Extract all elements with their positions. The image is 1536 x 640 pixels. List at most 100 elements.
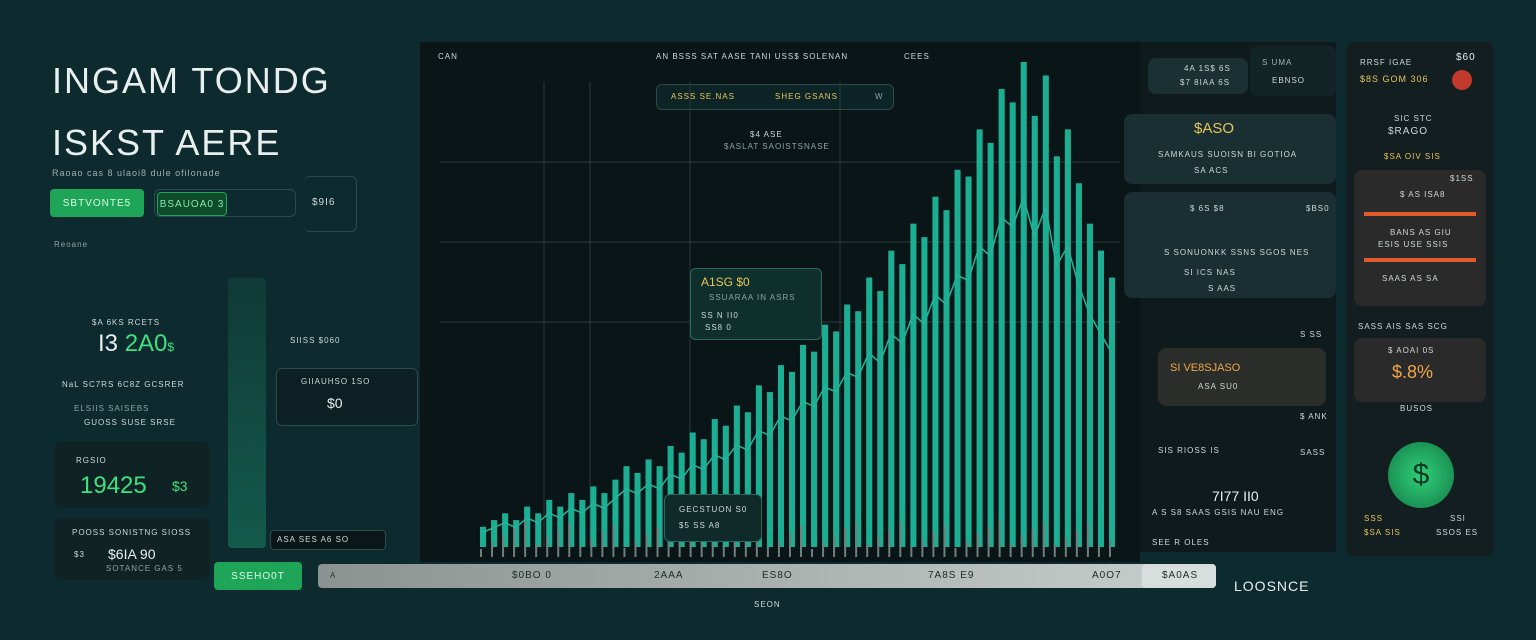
chart-bar [844,304,851,547]
stat-card-1: $A 6KS RCETS I3 2A0$ NaL SC7RS 6C8Z GCSR… [54,300,210,430]
volume-bar [1031,529,1034,557]
controls-caption: Reoane [54,240,89,249]
right-card-2: $ 6S $8 $BS0 S SONUONKK SSNS SGOS NES SI… [1124,192,1336,298]
chart-bar [480,526,487,547]
card2-side: $BS0 [1306,204,1330,213]
primary-button[interactable]: SBTVONTE5 [50,189,144,217]
chart-bar [744,412,751,547]
volume-bar [612,525,615,557]
volume-bar [965,541,968,557]
chart-bar [535,513,542,547]
volume-bar [910,546,913,557]
chart-bar [899,264,906,547]
far-sec1-a: SIC STC [1394,114,1433,123]
card4-side: SASS [1300,448,1326,457]
far-foot-d: SSOS ES [1436,528,1479,537]
alert-dot-icon[interactable] [1452,70,1472,90]
scrub-icon: A [330,571,337,580]
x-label-2: ES8O [762,570,793,581]
chart-bar [755,385,762,547]
card1-value: $ASO [1194,120,1235,137]
secondary-button[interactable]: BSAUOA0 3 [157,192,227,216]
stat-card-3: POOSS SONISTNG SIOSS $3 $6IA 90 SOTANCE … [54,518,210,580]
bottom-left-button[interactable]: SSEHO0T [214,562,302,590]
coin-icon[interactable]: $ [1388,442,1454,508]
value-box: $9I6 [304,176,357,232]
page-title: INGAM TONDG ISKST AERE [52,50,331,174]
chart-bar [722,425,729,547]
chart-bar [1009,102,1016,547]
stat3-value: $6IA 90 [108,546,156,562]
stat1-value: I3 2A0$ [98,330,174,358]
volume-bar [601,532,604,557]
chart-bar [888,250,895,547]
chart-bar [502,513,509,547]
chart-bar [1075,183,1082,547]
right-top-card-2[interactable]: S UMA EBNSO [1250,46,1336,96]
chart-bar [568,493,575,547]
volume-bar [656,527,659,557]
chart-bar [987,142,994,547]
chart-bar [788,371,796,547]
controls-value: $9I6 [312,197,336,208]
right-top-icon: S UMA [1262,58,1293,67]
chart-bar [1108,277,1116,547]
vertical-meter[interactable] [228,278,266,548]
volume-bar [678,543,681,557]
mini-card: SIISS $060 GIIAUHSO 1SO $0 [276,326,418,436]
stat1-caption: ELSIIS SAISEBS [74,404,150,413]
card2-header: $ 6S $8 [1190,204,1225,213]
x-axis-title: SEON [754,600,781,609]
volume-bar [557,530,560,557]
chart-bar [645,459,652,547]
chart-bar [513,520,520,547]
volume-bar [766,547,769,557]
stat1-suffix: $ [167,340,175,354]
chart-bar [833,331,840,547]
title-line-1: INGAM TONDG [52,60,331,101]
right-panel: 4A 1S$ 6S $7 8IAA 6S S UMA EBNSO $ASO SA… [1124,42,1336,552]
subtitle: Raoao cas 8 ulaoi8 dule ofilonade [52,168,221,178]
mini-card-title: GIIAUHSO 1SO [301,377,371,386]
volume-bar [480,549,482,557]
volume-bar [788,533,791,557]
chart-bar [601,493,608,547]
far-foot-b: $SA SIS [1364,528,1401,537]
far-box-tag: $1SS [1450,174,1474,183]
chart-bar [711,419,718,547]
chart-bar [579,499,586,547]
stat1-row: NaL SC7RS 6C8Z GCSRER [62,380,185,389]
stat2-suffix: $3 [172,478,188,494]
main-chart[interactable]: CAN AN BSSS SAT AASE TANI USS$ SOLENAN C… [420,42,1140,562]
x-label-4: A0O7 [1092,570,1122,581]
chart-bar [766,392,773,547]
volume-bar [1042,522,1045,557]
chart-bar [855,311,862,547]
volume-bar [645,534,648,557]
far-right-panel: RRSF IGAE $60 $8S GOM 306 SIC STC $RAGO … [1346,42,1494,556]
volume-bar [1075,531,1078,557]
secondary-input-box[interactable]: BSAUOA0 3 [154,189,296,217]
far-sec2-caption: BUSOS [1400,404,1434,413]
chart-bar [733,405,740,547]
volume-bar [866,544,869,557]
chart-bar [1097,250,1104,547]
chart-bar [1053,156,1060,548]
chart-badge[interactable]: ASSS SE.NAS SHEG GSANS W [656,84,894,110]
mini-card-value: $0 [327,395,343,411]
stat1-foot: GUOSS SUSE SRSE [84,418,176,427]
scrub-end-box[interactable]: $A0AS [1142,564,1216,588]
chart-bar [954,169,961,547]
volume-bar [844,528,847,557]
chart-bar [976,129,983,547]
timeline-scrubber[interactable]: A $0BO 0 2AAA ES8O 7A8S E9 A0O7 $A0AS [318,564,1216,588]
card2-line2: SI ICS NAS [1184,268,1236,277]
far-row-small: SASS AIS SAS SCG [1358,322,1448,331]
far-head-value: $8S GOM 306 [1360,74,1429,84]
mini-card-label: SIISS $060 [290,336,341,345]
tooltip1-sub: SSUARAA IN ASRS [709,293,796,302]
volume-bar [1086,524,1089,557]
volume-bar [722,545,725,557]
chart-bar [1020,62,1027,547]
chart-bar [877,291,884,547]
